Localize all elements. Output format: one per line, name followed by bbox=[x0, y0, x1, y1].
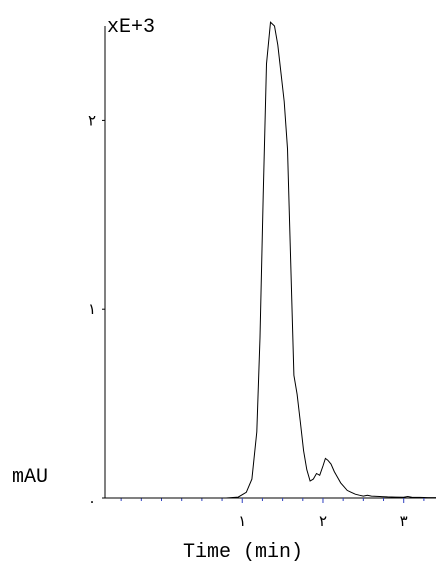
y-axis-label: mAU bbox=[12, 466, 48, 489]
x-axis-label: Time (min) bbox=[183, 541, 303, 562]
y-multiplier-label: xE+3 bbox=[107, 16, 155, 39]
x-tick-label: ٣ bbox=[400, 512, 408, 530]
y-tick-label: ٢ bbox=[88, 111, 96, 129]
y-tick-label: ١ bbox=[88, 300, 96, 318]
y-tick-label: . bbox=[90, 489, 95, 507]
x-tick-label: ٢ bbox=[319, 512, 327, 530]
y-ticks: . ١ ٢ bbox=[88, 111, 105, 507]
signal-trace bbox=[105, 21, 436, 499]
x-ticks: ١ ٢ ٣ bbox=[238, 498, 408, 530]
x-tick-label: ١ bbox=[238, 512, 246, 530]
